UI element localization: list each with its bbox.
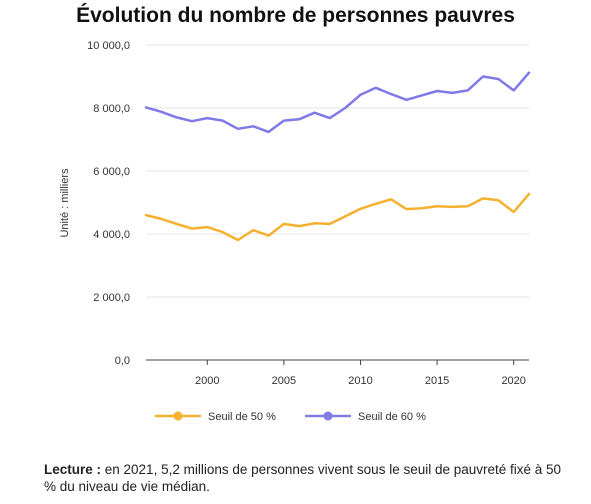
y-axis-title: Unité : milliers xyxy=(59,168,71,238)
legend-marker xyxy=(323,411,333,421)
legend-label: Seuil de 60 % xyxy=(358,411,426,423)
x-axis-ticks: 2000 2005 2010 2015 2020 xyxy=(195,360,526,387)
y-tick-label: 0,0 xyxy=(115,355,130,367)
x-tick-label: 2010 xyxy=(348,375,372,387)
line-chart: 0,02 000,04 000,06 000,08 000,010 000,0 … xyxy=(59,40,531,423)
x-tick-label: 2015 xyxy=(425,375,449,387)
legend-item: Seuil de 60 % xyxy=(305,411,426,423)
y-tick-label: 6 000,0 xyxy=(93,166,130,178)
grid-lines xyxy=(146,44,529,298)
series-line-seuil-60 xyxy=(144,71,531,134)
series-line-seuil-50 xyxy=(144,192,531,242)
series-layer xyxy=(144,71,531,242)
legend: Seuil de 50 % Seuil de 60 % xyxy=(155,411,426,423)
reading-text: en 2021, 5,2 millions de personnes viven… xyxy=(44,462,562,494)
y-axis-ticks: 0,0 2 000,0 4 000,0 6 000,0 8 000,0 10 000,0 xyxy=(87,40,130,367)
x-tick-label: 2000 xyxy=(195,375,219,387)
reading-label: Lecture : xyxy=(44,462,102,477)
y-tick-label: 4 000,0 xyxy=(93,229,130,241)
chart-title: Évolution du nombre de personnes pauvres xyxy=(76,4,515,27)
legend-marker xyxy=(173,411,183,421)
legend-item: Seuil de 50 % xyxy=(155,411,276,423)
reading-note: Lecture : en 2021, 5,2 millions de perso… xyxy=(44,461,564,495)
x-tick-label: 2005 xyxy=(272,375,296,387)
y-tick-label: 2 000,0 xyxy=(93,292,130,304)
y-tick-label: 8 000,0 xyxy=(93,103,130,115)
legend-label: Seuil de 50 % xyxy=(208,411,276,423)
y-tick-label: 10 000,0 xyxy=(87,40,130,52)
x-tick-label: 2020 xyxy=(501,375,525,387)
